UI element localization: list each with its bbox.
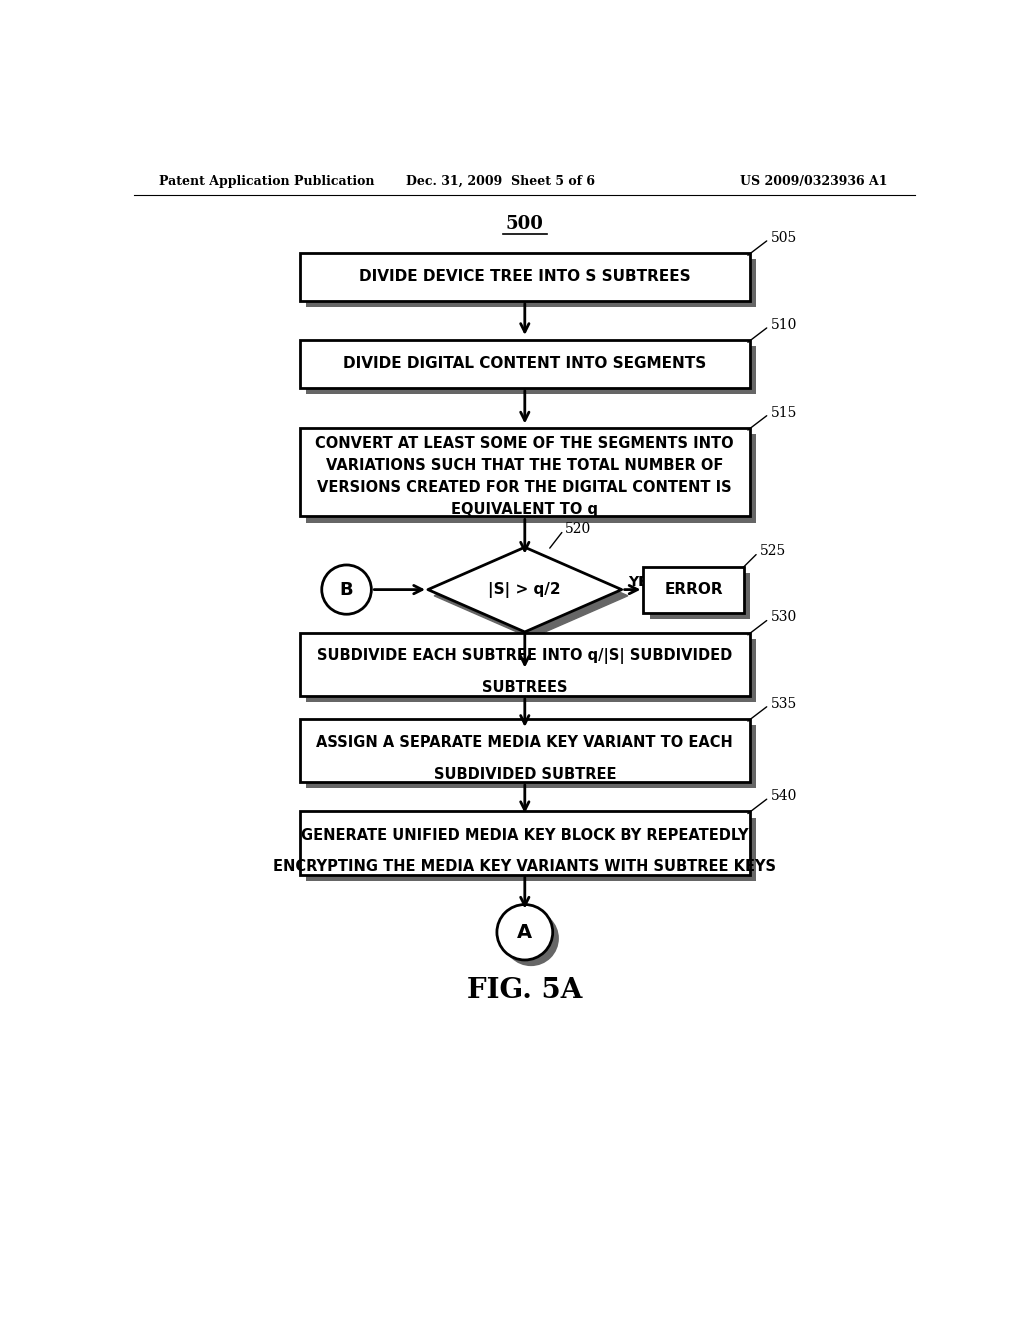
Text: 530: 530: [770, 610, 797, 624]
Text: VERSIONS CREATED FOR THE DIGITAL CONTENT IS: VERSIONS CREATED FOR THE DIGITAL CONTENT…: [317, 480, 732, 495]
FancyBboxPatch shape: [300, 428, 750, 516]
Text: 520: 520: [565, 521, 591, 536]
Polygon shape: [428, 548, 622, 632]
Text: CONVERT AT LEAST SOME OF THE SEGMENTS INTO: CONVERT AT LEAST SOME OF THE SEGMENTS IN…: [315, 436, 734, 451]
FancyBboxPatch shape: [306, 817, 756, 880]
FancyBboxPatch shape: [300, 812, 750, 875]
FancyBboxPatch shape: [300, 719, 750, 781]
Text: DIVIDE DEVICE TREE INTO S SUBTREES: DIVIDE DEVICE TREE INTO S SUBTREES: [359, 269, 690, 285]
Text: NO: NO: [483, 639, 507, 653]
FancyBboxPatch shape: [300, 341, 750, 388]
Text: ASSIGN A SEPARATE MEDIA KEY VARIANT TO EACH: ASSIGN A SEPARATE MEDIA KEY VARIANT TO E…: [316, 735, 733, 750]
FancyBboxPatch shape: [300, 253, 750, 301]
FancyBboxPatch shape: [300, 632, 750, 696]
Text: YES: YES: [628, 576, 657, 589]
Text: 535: 535: [770, 697, 797, 710]
Polygon shape: [434, 553, 628, 638]
Text: A: A: [517, 923, 532, 941]
Text: Dec. 31, 2009  Sheet 5 of 6: Dec. 31, 2009 Sheet 5 of 6: [406, 176, 595, 187]
Circle shape: [322, 565, 372, 614]
FancyBboxPatch shape: [306, 434, 756, 523]
Text: 540: 540: [770, 789, 797, 803]
Text: 510: 510: [770, 318, 797, 331]
FancyBboxPatch shape: [643, 566, 744, 612]
Text: FIG. 5A: FIG. 5A: [467, 977, 583, 1003]
Text: |S| > q/2: |S| > q/2: [488, 582, 561, 598]
Text: GENERATE UNIFIED MEDIA KEY BLOCK BY REPEATEDLY: GENERATE UNIFIED MEDIA KEY BLOCK BY REPE…: [301, 828, 749, 842]
FancyBboxPatch shape: [306, 346, 756, 395]
FancyBboxPatch shape: [306, 639, 756, 702]
Text: SUBTREES: SUBTREES: [482, 681, 567, 696]
Text: 505: 505: [770, 231, 797, 244]
Circle shape: [503, 911, 559, 966]
Circle shape: [497, 904, 553, 960]
Text: EQUIVALENT TO q: EQUIVALENT TO q: [452, 503, 598, 517]
FancyBboxPatch shape: [649, 573, 751, 619]
Text: Patent Application Publication: Patent Application Publication: [159, 176, 375, 187]
Text: 515: 515: [770, 405, 797, 420]
FancyBboxPatch shape: [306, 259, 756, 308]
Text: 525: 525: [760, 544, 785, 558]
Text: VARIATIONS SUCH THAT THE TOTAL NUMBER OF: VARIATIONS SUCH THAT THE TOTAL NUMBER OF: [326, 458, 724, 473]
Text: DIVIDE DIGITAL CONTENT INTO SEGMENTS: DIVIDE DIGITAL CONTENT INTO SEGMENTS: [343, 356, 707, 371]
FancyBboxPatch shape: [306, 725, 756, 788]
Text: ERROR: ERROR: [665, 582, 723, 597]
Text: US 2009/0323936 A1: US 2009/0323936 A1: [740, 176, 888, 187]
Text: SUBDIVIDE EACH SUBTREE INTO q/|S| SUBDIVIDED: SUBDIVIDE EACH SUBTREE INTO q/|S| SUBDIV…: [317, 648, 732, 664]
Text: 500: 500: [506, 215, 544, 232]
Text: SUBDIVIDED SUBTREE: SUBDIVIDED SUBTREE: [433, 767, 616, 781]
Text: B: B: [340, 581, 353, 598]
Text: ENCRYPTING THE MEDIA KEY VARIANTS WITH SUBTREE KEYS: ENCRYPTING THE MEDIA KEY VARIANTS WITH S…: [273, 859, 776, 874]
